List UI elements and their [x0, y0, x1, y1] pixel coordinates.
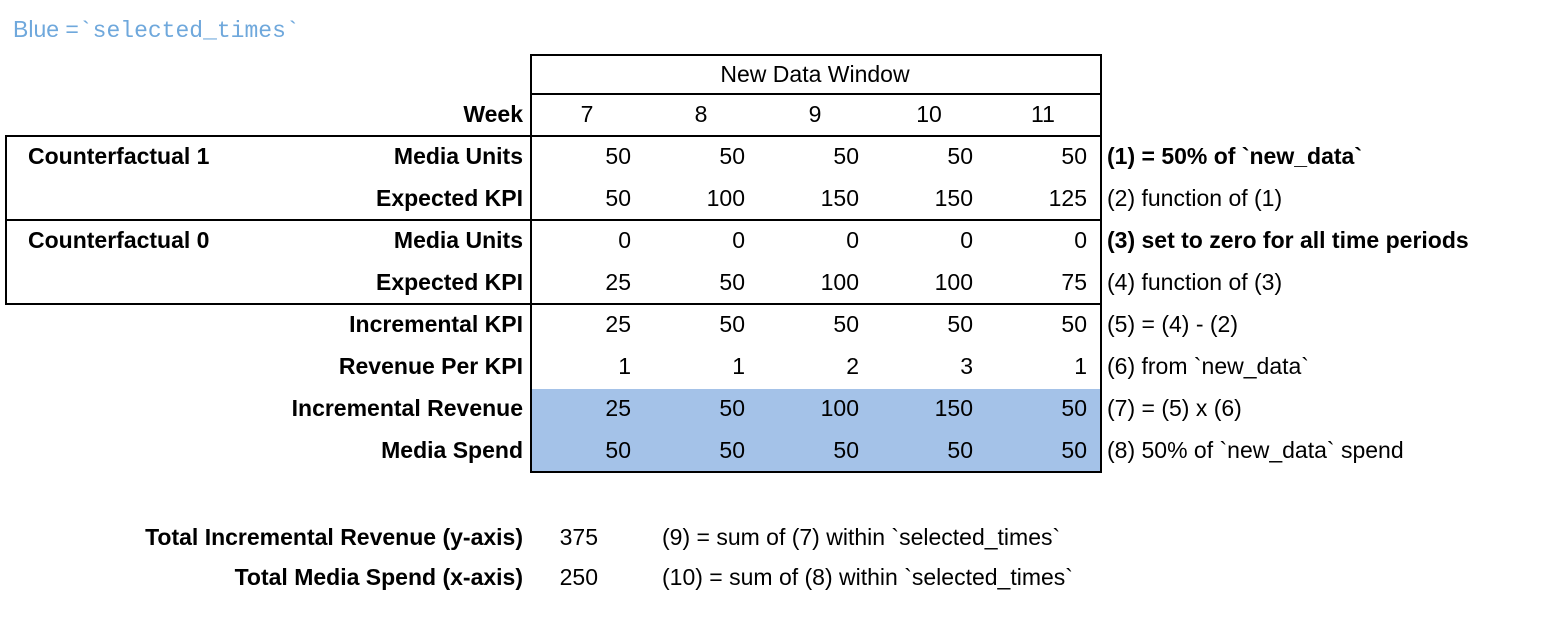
group-label-counterfactual-1: Counterfactual 1	[28, 142, 210, 169]
total-spend-label: Total Media Spend (x-axis)	[234, 563, 523, 590]
table-border-line	[5, 135, 7, 305]
table-border-line	[5, 303, 1102, 305]
total-revenue-label: Total Incremental Revenue (y-axis)	[145, 523, 523, 550]
row-label: Media Units	[393, 142, 523, 169]
data-cell: 0	[960, 226, 973, 253]
table-border-line	[530, 54, 532, 473]
table-border-line	[530, 471, 1102, 473]
row-label: Incremental Revenue	[291, 394, 523, 421]
data-cell: 50	[1061, 310, 1087, 337]
data-cell: 50	[719, 436, 745, 463]
total-spend-value: 250	[559, 563, 598, 590]
data-cell: 50	[719, 310, 745, 337]
row-label: Media Spend	[381, 436, 523, 463]
row-note: (3) set to zero for all time periods	[1107, 226, 1469, 253]
data-cell: 50	[947, 436, 973, 463]
row-note: (7) = (5) x (6)	[1107, 394, 1242, 421]
table-border-line	[530, 93, 1102, 95]
row-label: Expected KPI	[376, 268, 523, 295]
data-cell: 100	[934, 268, 973, 295]
data-cell: 50	[833, 142, 859, 169]
week-row-label: Week	[463, 100, 523, 127]
data-cell: 125	[1048, 184, 1087, 211]
row-label: Expected KPI	[376, 184, 523, 211]
data-cell: 0	[846, 226, 859, 253]
data-cell: 50	[605, 436, 631, 463]
group-label-counterfactual-0: Counterfactual 0	[28, 226, 210, 253]
legend-code: `selected_times`	[78, 18, 300, 44]
data-cell: 100	[820, 268, 859, 295]
week-cell: 8	[694, 100, 708, 127]
row-label: Incremental KPI	[349, 310, 523, 337]
data-cell: 1	[732, 352, 745, 379]
row-note: (2) function of (1)	[1107, 184, 1283, 211]
data-cell: 50	[833, 436, 859, 463]
data-cell: 75	[1061, 268, 1087, 295]
data-cell: 0	[1074, 226, 1087, 253]
data-cell: 1	[1074, 352, 1087, 379]
row-note: (1) = 50% of `new_data`	[1107, 142, 1362, 169]
row-note: (8) 50% of `new_data` spend	[1107, 436, 1404, 463]
data-cell: 50	[719, 394, 745, 421]
data-cell: 0	[732, 226, 745, 253]
data-cell: 150	[934, 394, 973, 421]
data-cell: 150	[820, 184, 859, 211]
data-cell: 50	[605, 142, 631, 169]
data-cell: 100	[820, 394, 859, 421]
selected-times-highlight	[532, 389, 1100, 471]
data-cell: 50	[719, 142, 745, 169]
table-border-line	[5, 219, 1102, 221]
data-cell: 50	[1061, 394, 1087, 421]
total-revenue-value: 375	[559, 523, 598, 550]
highlight-legend: Blue = `selected_times`	[13, 16, 300, 44]
data-cell: 50	[947, 310, 973, 337]
table-border-line	[1100, 54, 1102, 473]
row-label: Media Units	[393, 226, 523, 253]
row-note: (4) function of (3)	[1107, 268, 1283, 295]
data-cell: 25	[605, 310, 631, 337]
table-border-line	[530, 54, 1102, 56]
data-cell: 50	[947, 142, 973, 169]
week-cell: 9	[808, 100, 822, 127]
week-cell: 7	[580, 100, 594, 127]
week-cell: 10	[916, 100, 942, 127]
new-data-window-header: New Data Window	[720, 61, 910, 87]
row-note: (5) = (4) - (2)	[1107, 310, 1238, 337]
data-cell: 100	[706, 184, 745, 211]
total-spend-note: (10) = sum of (8) within `selected_times…	[662, 563, 1073, 590]
data-cell: 50	[719, 268, 745, 295]
total-revenue-note: (9) = sum of (7) within `selected_times`	[662, 523, 1061, 550]
data-cell: 3	[960, 352, 973, 379]
data-cell: 25	[605, 268, 631, 295]
data-cell: 1	[618, 352, 631, 379]
data-cell: 50	[833, 310, 859, 337]
row-note: (6) from `new_data`	[1107, 352, 1309, 379]
data-cell: 0	[618, 226, 631, 253]
data-cell: 150	[934, 184, 973, 211]
week-cell: 11	[1031, 100, 1055, 127]
legend-label: Blue =	[13, 16, 79, 42]
data-cell: 2	[846, 352, 859, 379]
table-border-line	[5, 135, 1102, 137]
data-cell: 50	[1061, 142, 1087, 169]
data-cell: 50	[605, 184, 631, 211]
row-label: Revenue Per KPI	[338, 352, 523, 379]
data-cell: 50	[1061, 436, 1087, 463]
data-cell: 25	[605, 394, 631, 421]
